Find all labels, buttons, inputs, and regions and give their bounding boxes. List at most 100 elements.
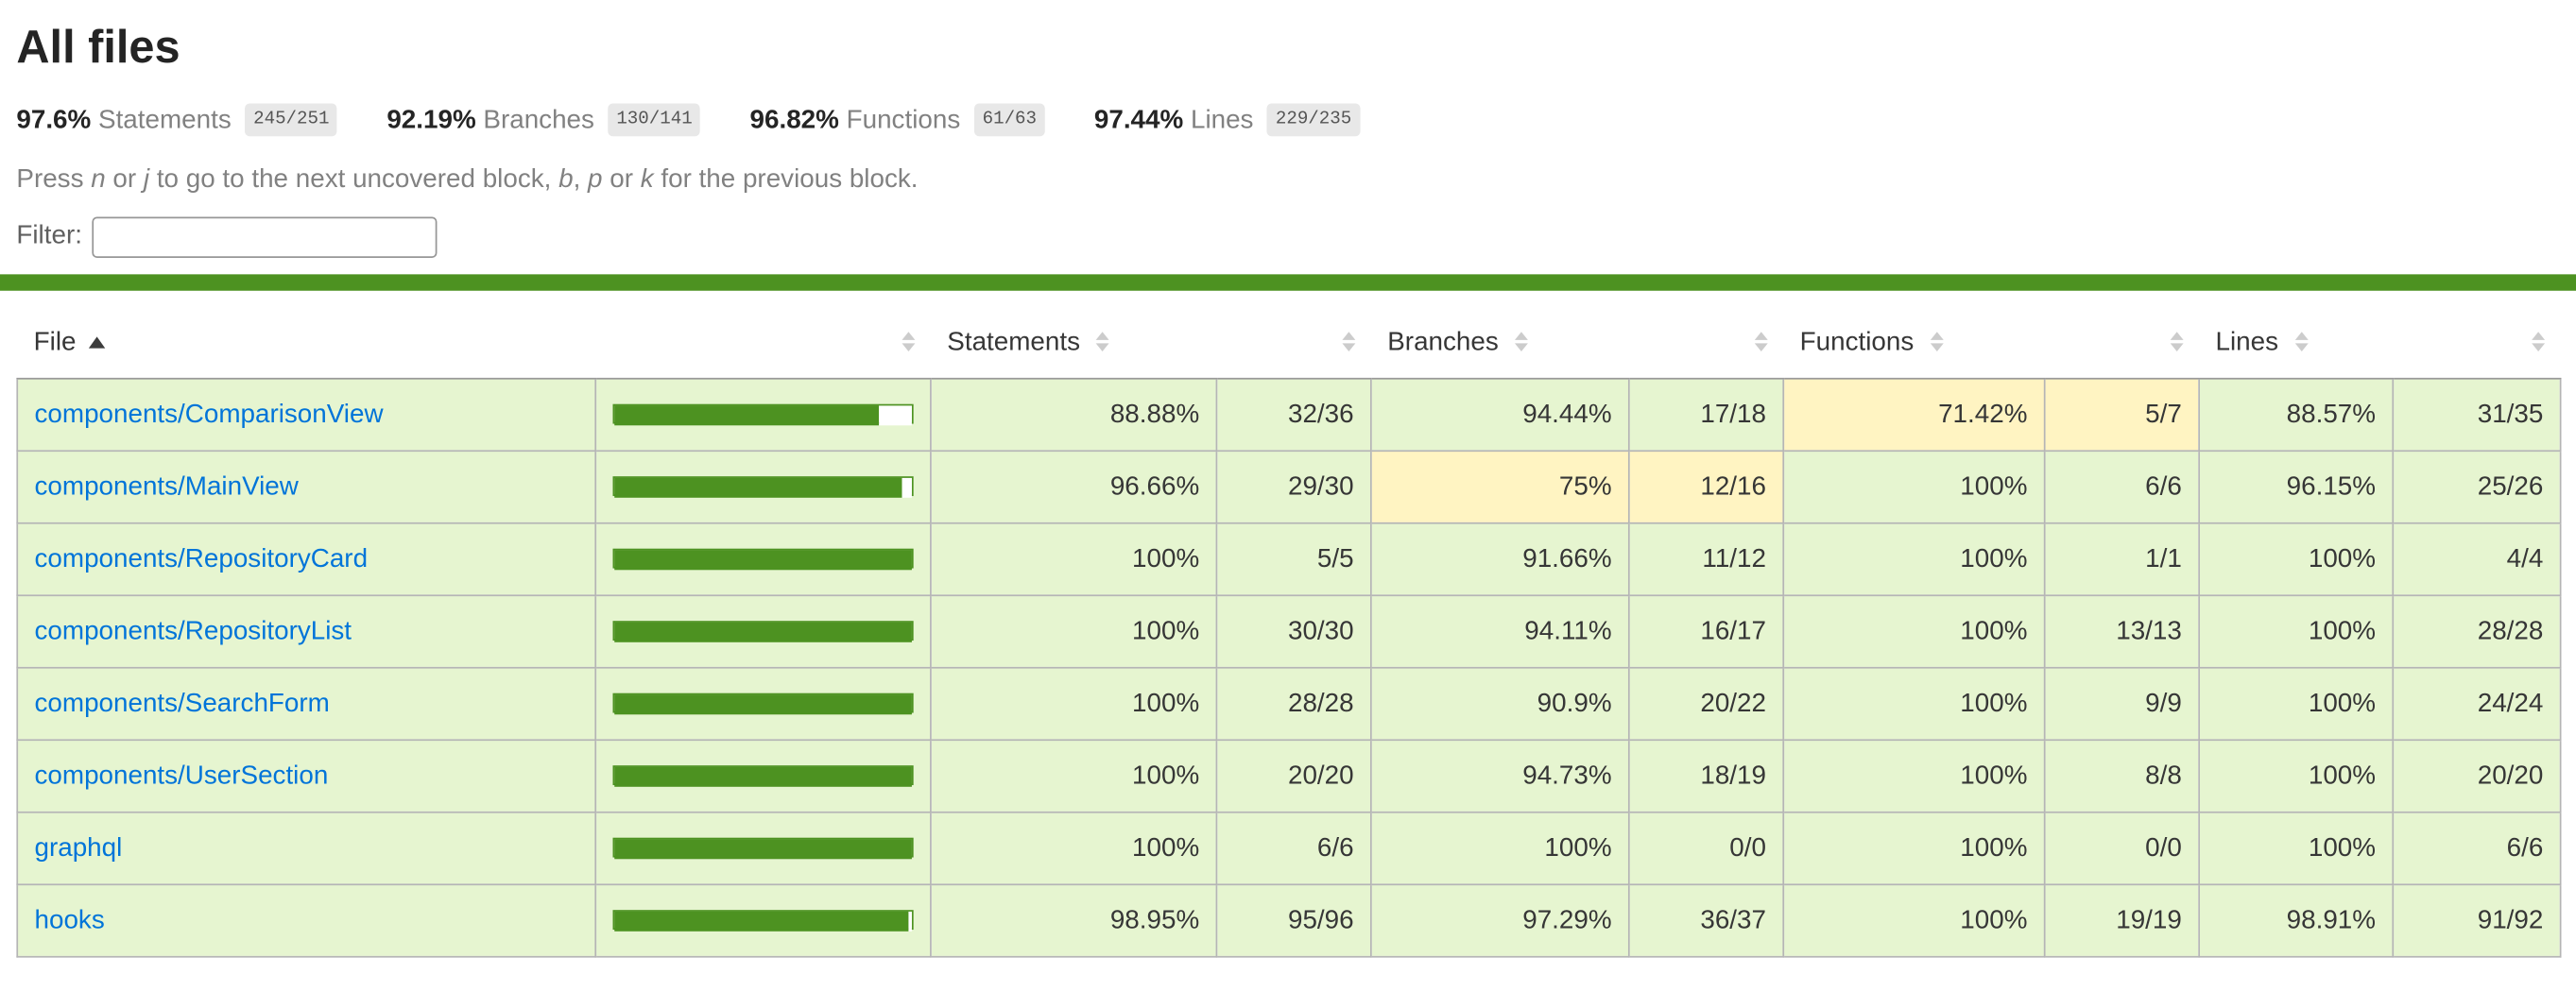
col-header-branches-raw[interactable] — [1628, 306, 1784, 379]
table-row: hooks 98.95% 95/96 97.29% 36/37 100% 19/… — [16, 882, 2562, 957]
lines-abs-cell: 25/26 — [2392, 449, 2562, 523]
functions-abs-cell: 6/6 — [2043, 449, 2200, 523]
file-link[interactable]: components/RepositoryCard — [34, 544, 369, 573]
sorter-icon — [1096, 332, 1110, 352]
functions-pct-cell: 71.42% — [1782, 377, 2046, 452]
file-cell: graphql — [16, 811, 597, 885]
functions-pct-cell: 100% — [1782, 449, 2046, 523]
coverage-bar-fill — [614, 839, 912, 860]
lines-pct-cell: 88.57% — [2198, 377, 2395, 452]
lines-abs-cell: 24/24 — [2392, 666, 2562, 741]
sorter-icon — [1930, 332, 1944, 352]
coverage-bar-fill — [614, 622, 912, 642]
file-link[interactable]: components/SearchForm — [34, 689, 330, 717]
summary-functions: 96.82% Functions 61/63 — [750, 92, 1045, 149]
file-link[interactable]: components/UserSection — [34, 761, 329, 790]
sorter-icon — [1753, 332, 1767, 352]
branches-abs-cell: 16/17 — [1627, 593, 1785, 668]
branches-pct-cell: 94.44% — [1369, 377, 1630, 452]
table-row: components/RepositoryList 100% 30/30 94.… — [16, 593, 2562, 668]
lines-pct-cell: 98.91% — [2198, 882, 2395, 957]
branches-pct: 92.19% — [386, 107, 476, 135]
coverage-bar — [612, 548, 914, 571]
statements-abs-cell: 6/6 — [1215, 811, 1372, 885]
branches-pct-cell: 90.9% — [1369, 666, 1630, 741]
table-row: components/SearchForm 100% 28/28 90.9% 2… — [16, 666, 2562, 741]
bar-cell — [594, 449, 932, 523]
col-header-lines[interactable]: Lines — [2199, 306, 2394, 379]
lines-fraction-badge: 229/235 — [1267, 103, 1360, 137]
functions-pct-cell: 100% — [1782, 882, 2046, 957]
functions-pct-cell: 100% — [1782, 593, 2046, 668]
summary-statements: 97.6% Statements 245/251 — [16, 92, 338, 149]
col-header-file[interactable]: File — [17, 306, 596, 379]
branches-abs-cell: 18/19 — [1627, 738, 1785, 812]
lines-abs-cell: 91/92 — [2392, 882, 2562, 957]
col-header-statements-raw[interactable] — [1216, 306, 1371, 379]
file-link[interactable]: hooks — [34, 905, 105, 934]
functions-abs-cell: 5/7 — [2043, 377, 2200, 452]
col-header-functions[interactable]: Functions — [1783, 306, 2045, 379]
col-header-branches[interactable]: Branches — [1370, 306, 1629, 379]
table-row: graphql 100% 6/6 100% 0/0 100% 0/0 100% … — [16, 811, 2562, 885]
lines-abs-cell: 4/4 — [2392, 522, 2562, 596]
table-header-row: File Statements Branches Functions Lines — [17, 306, 2561, 379]
branches-pct-cell: 91.66% — [1369, 522, 1630, 596]
sorter-icon — [1341, 332, 1355, 352]
statements-abs-cell: 95/96 — [1215, 882, 1372, 957]
coverage-bar — [612, 621, 914, 642]
coverage-bar — [612, 910, 914, 932]
status-line — [0, 273, 2576, 290]
file-cell: components/ComparisonView — [16, 377, 597, 452]
lines-pct: 97.44% — [1093, 107, 1184, 135]
col-header-functions-raw[interactable] — [2044, 306, 2200, 379]
col-header-statements[interactable]: Statements — [930, 306, 1217, 379]
col-header-bar[interactable] — [595, 306, 931, 379]
file-link[interactable]: components/RepositoryList — [34, 616, 352, 645]
statements-pct-cell: 100% — [930, 666, 1218, 741]
file-link[interactable]: graphql — [34, 833, 123, 862]
functions-abs-cell: 1/1 — [2043, 522, 2200, 596]
branches-abs-cell: 11/12 — [1627, 522, 1785, 596]
file-link[interactable]: components/ComparisonView — [34, 400, 384, 428]
functions-pct-cell: 100% — [1782, 666, 2046, 741]
functions-abs-cell: 8/8 — [2043, 738, 2200, 812]
branches-pct-cell: 94.73% — [1369, 738, 1630, 812]
keyboard-hint: Press n or j to go to the next uncovered… — [16, 166, 919, 195]
file-cell: components/SearchForm — [16, 666, 597, 741]
file-link[interactable]: components/MainView — [34, 471, 299, 501]
col-header-lines-raw[interactable] — [2393, 306, 2561, 379]
filter-row: Filter: — [16, 215, 2559, 258]
page-title: All files — [16, 21, 180, 73]
statements-pct-cell: 100% — [930, 811, 1218, 885]
coverage-bar-empty — [902, 477, 912, 498]
coverage-summary-strip: 97.6% Statements 245/251 92.19% Branches… — [16, 92, 2559, 149]
file-cell: components/UserSection — [16, 738, 597, 812]
coverage-bar — [612, 476, 914, 498]
lines-abs-cell: 31/35 — [2392, 377, 2562, 452]
functions-abs-cell: 13/13 — [2043, 593, 2200, 668]
filter-input[interactable] — [92, 215, 438, 258]
branches-fraction-badge: 130/141 — [608, 103, 701, 137]
file-cell: components/RepositoryCard — [16, 522, 597, 596]
bar-cell — [594, 882, 932, 957]
coverage-table: File Statements Branches Functions Lines… — [16, 306, 2562, 957]
statements-pct-cell: 100% — [930, 593, 1218, 668]
coverage-table-body: components/ComparisonView 88.88% 32/36 9… — [16, 377, 2562, 957]
coverage-bar — [612, 837, 914, 860]
lines-abs-cell: 28/28 — [2392, 593, 2562, 668]
lines-pct-cell: 100% — [2198, 593, 2395, 668]
coverage-bar-fill — [614, 477, 902, 498]
statements-abs-cell: 30/30 — [1215, 593, 1372, 668]
statements-abs-cell: 5/5 — [1215, 522, 1372, 596]
statements-pct-cell: 88.88% — [930, 377, 1218, 452]
bar-cell — [594, 593, 932, 668]
functions-fraction-badge: 61/63 — [973, 103, 1045, 137]
file-cell: components/RepositoryList — [16, 593, 597, 668]
lines-pct-cell: 96.15% — [2198, 449, 2395, 523]
coverage-bar-fill — [614, 550, 912, 571]
functions-abs-cell: 9/9 — [2043, 666, 2200, 741]
statements-abs-cell: 20/20 — [1215, 738, 1372, 812]
branches-abs-cell: 17/18 — [1627, 377, 1785, 452]
table-row: components/UserSection 100% 20/20 94.73%… — [16, 738, 2562, 812]
